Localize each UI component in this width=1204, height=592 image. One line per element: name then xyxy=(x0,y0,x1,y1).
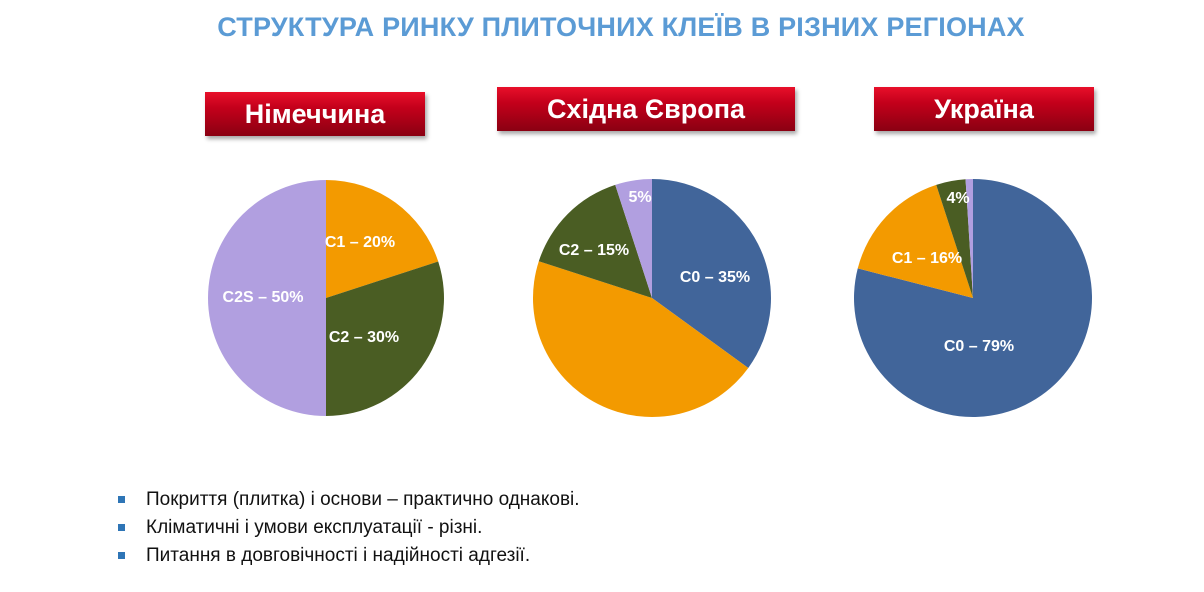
slice-label-c2: 4% xyxy=(946,190,969,207)
pie-slice-c2s xyxy=(208,180,326,416)
pie-slice-c1 xyxy=(326,180,439,298)
pie-slice-c2 xyxy=(326,261,444,416)
pie-chart-eastern-europe: C0 – 35% C2 – 15% 5% xyxy=(532,179,771,418)
slice-label-c2s: C2S – 50% xyxy=(223,289,304,306)
bullet-text: Кліматичні і умови експлуатації - різні. xyxy=(146,517,483,538)
pie-slice-c1 xyxy=(532,261,749,418)
region-label-ukraine: Україна xyxy=(874,87,1094,131)
square-bullet-icon xyxy=(118,496,125,503)
slice-label-c2s: 5% xyxy=(628,189,651,206)
pie-slice-c0 xyxy=(652,179,771,368)
page-title: СТРУКТУРА РИНКУ ПЛИТОЧНИХ КЛЕЇВ В РІЗНИХ… xyxy=(217,12,1025,42)
slice-label-c1: C1 – 20% xyxy=(325,234,395,251)
square-bullet-icon xyxy=(118,552,125,559)
bullet-item: Покриття (плитка) і основи – практично о… xyxy=(112,486,580,514)
slice-label-c2: C2 – 15% xyxy=(559,242,629,259)
slice-label-c1: C1 – 16% xyxy=(892,250,962,267)
pie-slice-c1 xyxy=(857,184,973,298)
pie-chart-germany: C1 – 20% C2 – 30% C2S – 50% xyxy=(208,180,444,416)
bullet-list: Покриття (плитка) і основи – практично о… xyxy=(112,486,580,570)
bullet-item: Питання в довговічності і надійності адг… xyxy=(112,542,580,570)
pie-slice-c2s xyxy=(965,178,973,298)
region-label-germany: Німеччина xyxy=(205,92,425,136)
pie-slice-c2 xyxy=(538,184,652,298)
slice-label-c0: C0 – 35% xyxy=(680,269,750,286)
slice-label-c2: C2 – 30% xyxy=(329,329,399,346)
square-bullet-icon xyxy=(118,524,125,531)
pie-slice-c2s xyxy=(615,179,652,298)
pie-chart-ukraine: C0 – 79% C1 – 16% 4% xyxy=(854,178,1093,417)
bullet-text: Покриття (плитка) і основи – практично о… xyxy=(146,489,580,510)
slice-label-c0: C0 – 79% xyxy=(944,338,1014,355)
bullet-item: Кліматичні і умови експлуатації - різні. xyxy=(112,514,580,542)
pie-slice-c2 xyxy=(936,179,973,298)
region-label-eastern-europe: Східна Європа xyxy=(497,87,795,131)
bullet-text: Питання в довговічності і надійності адг… xyxy=(146,545,531,566)
pie-slice-c0 xyxy=(854,179,1093,417)
